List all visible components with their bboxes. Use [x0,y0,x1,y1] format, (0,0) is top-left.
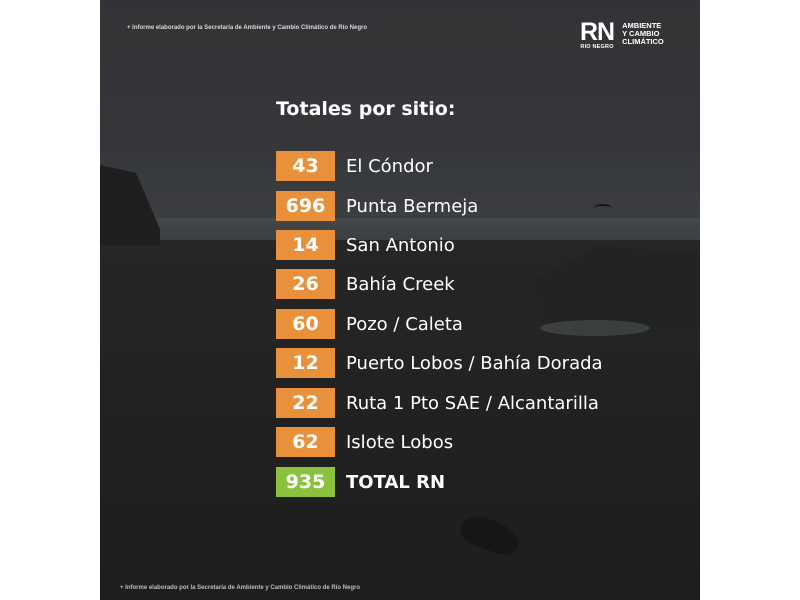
site-name: Pozo / Caleta [346,313,463,335]
heading: Totales por sitio: [276,98,456,120]
logo-line-2: Y CAMBIO [622,29,660,38]
site-name: Bahía Creek [346,273,455,295]
tide-pool-shape [540,320,650,336]
site-row: 43 El Cóndor [276,151,433,181]
bird-shape [594,204,612,212]
site-row: 26 Bahía Creek [276,269,455,299]
logo-line-1: AMBIENTE [622,21,662,30]
site-row: 60 Pozo / Caleta [276,309,463,339]
site-name: El Cóndor [346,155,433,177]
site-count-badge: 22 [276,388,335,418]
site-count-badge: 43 [276,151,335,181]
site-count-badge: 62 [276,427,335,457]
sky-background [100,0,700,225]
site-count-badge: 14 [276,230,335,260]
total-row: 935 TOTAL RN [276,467,445,497]
site-name: Punta Bermeja [346,195,479,217]
site-name: Puerto Lobos / Bahía Dorada [346,352,603,374]
poster: + Informe elaborado por la Secretaría de… [100,0,700,600]
rio-negro-logo: RN RIO NEGRO AMBIENTE Y CAMBIO CLIMÁTICO [580,18,664,51]
site-count-badge: 60 [276,309,335,339]
total-label: TOTAL RN [346,471,446,493]
site-row: 696 Punta Bermeja [276,191,478,221]
site-row: 22 Ruta 1 Pto SAE / Alcantarilla [276,388,599,418]
site-count-badge: 12 [276,348,335,378]
source-note-top: + Informe elaborado por la Secretaría de… [127,25,368,31]
site-name: Islote Lobos [346,431,454,453]
site-row: 12 Puerto Lobos / Bahía Dorada [276,348,603,378]
logo-subtitle: RIO NEGRO [580,44,614,50]
site-row: 14 San Antonio [276,230,455,260]
site-row: 62 Islote Lobos [276,427,453,457]
site-count-badge: 26 [276,269,335,299]
site-name: Ruta 1 Pto SAE / Alcantarilla [346,392,599,414]
dark-overlay [100,0,700,600]
logo-rn: RN [580,18,615,46]
site-count-badge: 696 [276,191,335,221]
logo-mark: RN RIO NEGRO [580,18,615,51]
logo-line-3: CLIMÁTICO [622,37,664,46]
total-count-badge: 935 [276,467,335,497]
logo-text: AMBIENTE Y CAMBIO CLIMÁTICO [622,22,664,46]
source-note-bottom: + Informe elaborado por la Secretaría de… [120,585,361,591]
site-name: San Antonio [346,234,455,256]
